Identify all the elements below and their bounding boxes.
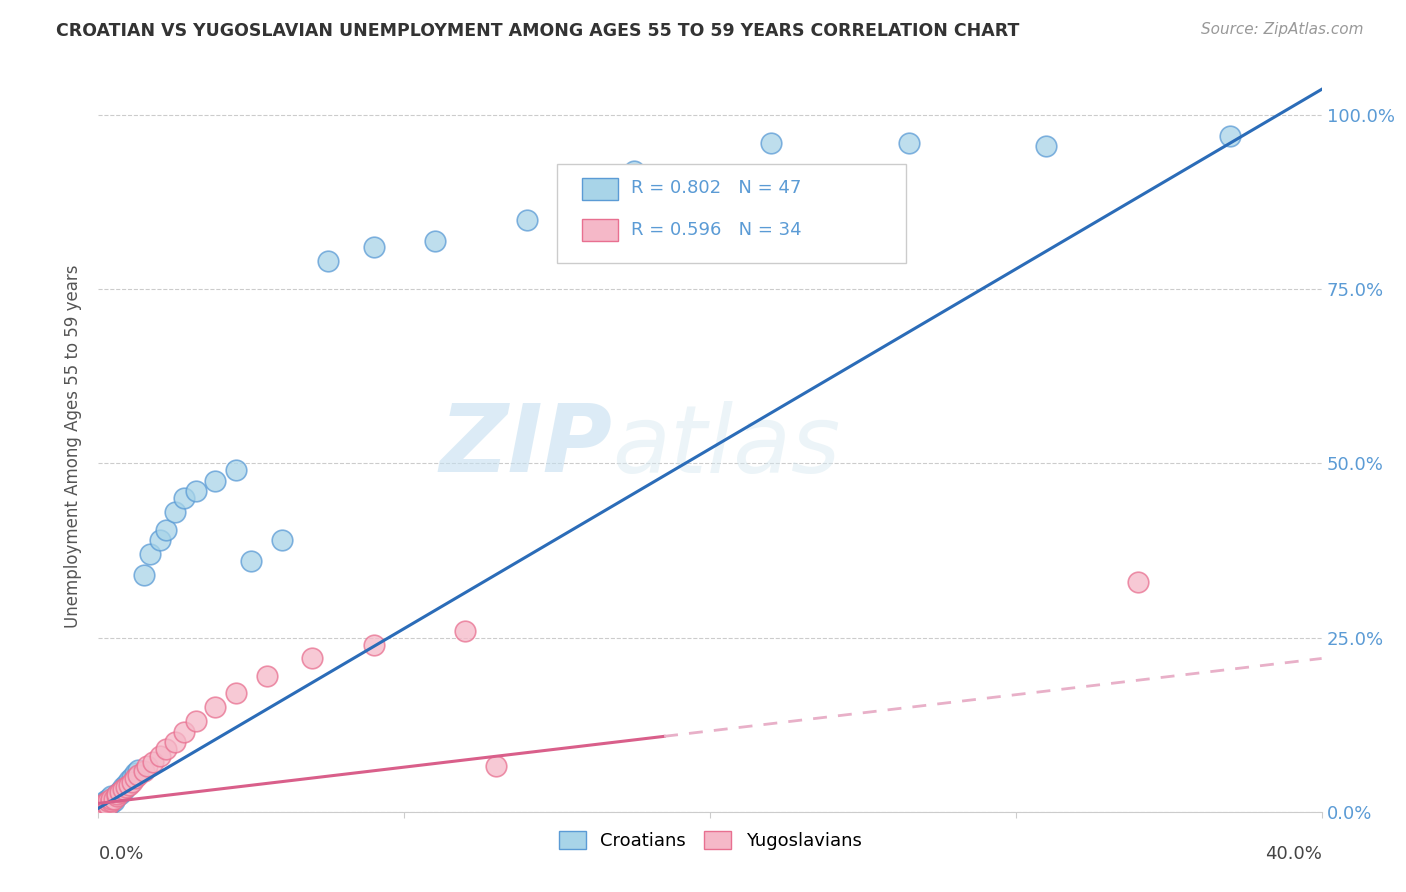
Point [155,523,177,537]
Point [516,212,538,227]
FancyBboxPatch shape [582,219,619,241]
Point [363,240,385,254]
Point [115,777,138,791]
Point [173,491,195,506]
Point [134,764,156,779]
Point [97,797,120,812]
Point [423,234,446,248]
Point [186,714,208,728]
Point [93,797,115,811]
Point [127,768,149,782]
Point [97,794,120,808]
Point [103,792,125,806]
Point [118,773,141,788]
Text: atlas: atlas [612,401,841,491]
Point [90,799,112,814]
Point [103,790,125,805]
Legend: Croatians, Yugoslavians: Croatians, Yugoslavians [551,823,869,857]
Point [149,533,172,547]
Point [93,797,115,811]
Point [124,772,146,786]
Point [97,792,120,806]
Point [301,651,323,665]
Point [105,787,128,801]
Point [134,567,156,582]
Text: R = 0.596   N = 34: R = 0.596 N = 34 [630,221,801,239]
Point [1035,139,1057,153]
Point [139,547,162,561]
Point [204,700,226,714]
Point [118,778,141,792]
Point [149,749,172,764]
Y-axis label: Unemployment Among Ages 55 to 59 years: Unemployment Among Ages 55 to 59 years [65,264,83,628]
Point [118,777,141,791]
Point [121,775,143,789]
Point [97,797,120,812]
Point [454,624,477,638]
Point [142,755,165,769]
Point [100,792,122,806]
Point [90,799,112,814]
Point [108,785,131,799]
FancyBboxPatch shape [582,178,619,200]
Point [121,770,143,784]
Point [163,735,186,749]
Point [93,794,115,808]
Point [759,136,782,150]
Point [103,794,125,808]
Text: R = 0.802   N = 47: R = 0.802 N = 47 [630,178,801,197]
Point [93,799,115,814]
Text: CROATIAN VS YUGOSLAVIAN UNEMPLOYMENT AMONG AGES 55 TO 59 YEARS CORRELATION CHART: CROATIAN VS YUGOSLAVIAN UNEMPLOYMENT AMO… [56,22,1019,40]
Point [90,797,112,812]
Point [225,686,247,700]
Point [115,780,138,795]
Point [485,759,508,773]
Point [97,794,120,808]
Text: 0.0%: 0.0% [98,845,143,863]
Point [108,784,131,798]
Point [90,801,112,815]
Point [163,505,186,519]
Point [100,797,122,811]
Point [316,254,339,268]
Point [204,474,226,488]
Point [100,794,122,808]
Point [623,164,645,178]
Point [897,136,920,150]
Text: ZIP: ZIP [439,400,612,492]
Point [136,759,159,773]
Point [186,484,208,499]
Point [100,789,122,804]
Point [225,463,247,477]
Point [100,792,122,806]
Point [240,554,263,568]
Point [93,799,115,814]
Text: Source: ZipAtlas.com: Source: ZipAtlas.com [1201,22,1364,37]
Point [155,742,177,756]
Point [127,763,149,777]
Point [111,782,134,797]
Point [363,638,385,652]
Point [108,787,131,801]
FancyBboxPatch shape [557,164,905,263]
Point [111,784,134,798]
Point [173,724,195,739]
Point [256,669,278,683]
Text: 40.0%: 40.0% [1265,845,1322,863]
Point [111,780,134,795]
Point [115,780,138,795]
Point [90,801,112,815]
Point [105,789,128,804]
Point [124,766,146,780]
Point [1219,128,1241,143]
Point [105,789,128,804]
Point [270,533,292,547]
Point [1128,574,1150,589]
Point [105,787,128,801]
